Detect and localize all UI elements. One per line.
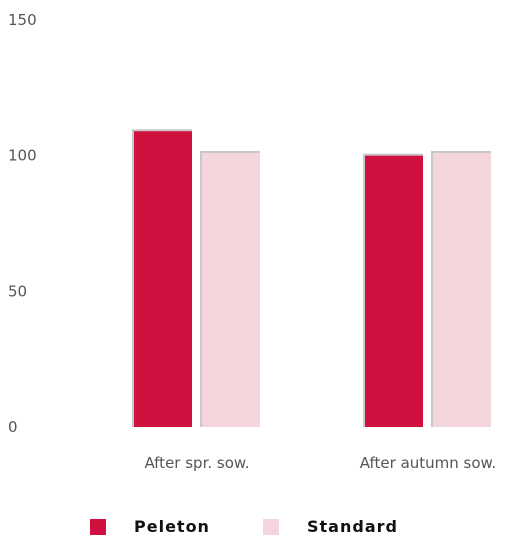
y-tick-label: 150: [8, 11, 37, 29]
bar: [433, 152, 491, 427]
y-axis: 0 50 100 150: [8, 11, 37, 436]
bar-peleton-1: [132, 129, 192, 427]
bar: [365, 155, 423, 427]
bar: [202, 152, 260, 427]
y-tick-label: 100: [8, 147, 37, 165]
legend-label: Peleton: [134, 517, 210, 536]
legend-item-peleton: Peleton: [90, 517, 210, 536]
y-tick-label: 50: [8, 282, 27, 300]
legend-label: Standard: [307, 517, 398, 536]
x-axis: After spr. sow. After autumn sow.: [144, 454, 496, 472]
bar-peleton-2: [363, 153, 423, 427]
bar: [134, 131, 192, 427]
x-category-label: After spr. sow.: [144, 454, 249, 472]
legend: Peleton Standard: [90, 517, 398, 536]
y-tick-label: 0: [8, 418, 18, 436]
x-category-label: After autumn sow.: [360, 454, 496, 472]
bars: [132, 129, 491, 427]
legend-swatch: [263, 519, 279, 535]
legend-item-standard: Standard: [263, 517, 398, 536]
bar-standard-1: [200, 150, 260, 427]
bar-standard-2: [431, 150, 491, 427]
legend-swatch: [90, 519, 106, 535]
